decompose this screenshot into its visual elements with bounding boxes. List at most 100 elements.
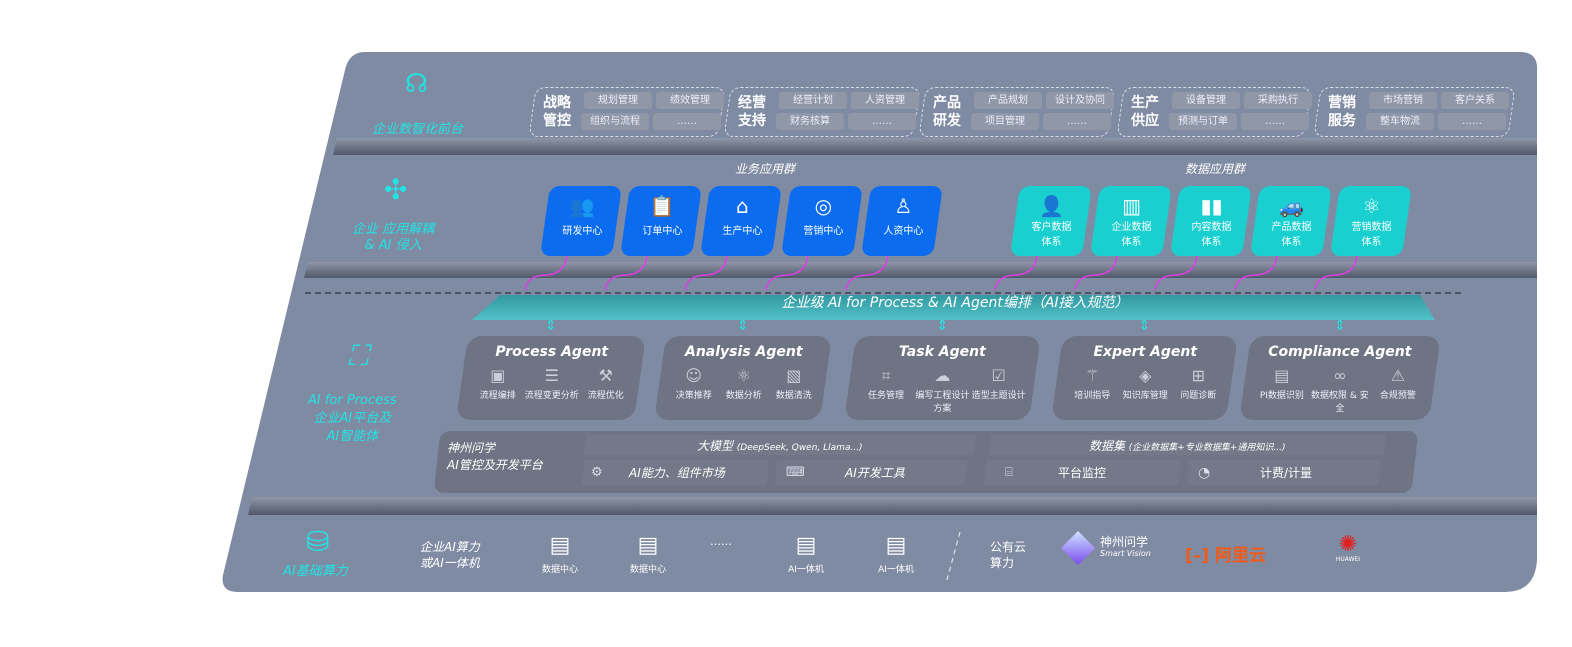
agent-card[interactable]: Process Agent ▣ 流程编排 ☰ 流程变更分析 ⚒ 流程优化 <box>456 336 646 420</box>
chart-window-icon: ▣ <box>490 366 506 385</box>
capability-chip[interactable]: 绩效管理 <box>656 92 724 109</box>
capability-chip[interactable]: 规划管理 <box>584 92 652 109</box>
data-app-card[interactable]: 👤 客户数据 体系 <box>1010 186 1092 256</box>
group-title-line2: 研发 <box>933 113 961 129</box>
id-card-icon: ▤ <box>1274 366 1290 385</box>
ai-devtools-cell[interactable]: ⌨ AI开发工具 <box>774 460 968 485</box>
agent-card[interactable]: Compliance Agent ▤ PI数据识别 ∞ 数据权限 & 安全 ⚠ 合规预警 <box>1239 336 1441 420</box>
public-cloud-line1: 公有云 <box>990 540 1027 554</box>
capability-chip[interactable]: 整车物流 <box>1366 113 1434 130</box>
billing-cell[interactable]: ◔ 计费/计量 <box>1186 460 1382 485</box>
diamond-logo-icon <box>1061 531 1095 565</box>
database-icon: ⛁ <box>306 525 330 558</box>
data-app-card[interactable]: ⚛ 营销数据 体系 <box>1330 186 1412 256</box>
capability-chip[interactable]: 财务核算 <box>776 113 844 130</box>
market-icon: ⚙ <box>591 465 603 480</box>
agent-capability[interactable]: ☑ 造型主题设计 <box>971 366 1027 414</box>
agent-card[interactable]: Expert Agent ⚚ 培训指导 ◈ 知识库管理 ⊞ 问题诊断 <box>1051 336 1238 420</box>
data-app-card[interactable]: ▮▮ 内容数据 体系 <box>1170 186 1252 256</box>
server-label: AI一体机 <box>788 565 824 575</box>
capability-chip[interactable]: 预测与订单 <box>1169 113 1237 130</box>
agent-capability[interactable]: ⚠ 合规预警 <box>1369 366 1427 414</box>
link-arrow <box>1234 251 1278 291</box>
monitor-icon: ⌸ <box>1005 465 1013 480</box>
agent-capability[interactable]: ▤ PI数据识别 <box>1253 366 1311 414</box>
agent-capability[interactable]: ⚚ 培训指导 <box>1066 366 1119 401</box>
agent-capability[interactable]: ⌗ 任务管理 <box>858 366 914 414</box>
capability-chip[interactable]: …… <box>653 113 721 130</box>
link-arrow <box>1074 251 1118 291</box>
server-item: ▤ 数据中心 <box>618 533 678 575</box>
agent-capability[interactable]: ☰ 流程变更分析 <box>525 366 579 401</box>
books-icon: ▮▮ <box>1200 194 1223 218</box>
app-label-line1: 营销数据 <box>1351 222 1392 233</box>
capability-label: 编写工程设计方案 <box>915 391 970 414</box>
ai-market-cell[interactable]: ⚙ AI能力、组件市场 <box>581 460 770 485</box>
business-app-card[interactable]: ♙ 人资中心 <box>861 186 943 256</box>
capability-chip[interactable]: 组织与流程 <box>581 113 649 130</box>
group-title: 生产 供应 <box>1131 94 1165 130</box>
capability-label: 流程优化 <box>587 391 624 401</box>
agent-card[interactable]: Analysis Agent ☺ 决策推荐 ⚛ 数据分析 ▧ 数据清洗 <box>654 336 832 420</box>
group-title-line2: 服务 <box>1328 113 1356 129</box>
head-idea-icon: ☺ <box>685 366 703 385</box>
capability-chip[interactable]: …… <box>1438 113 1506 130</box>
aliyun-logo: [–] 阿里云 <box>1185 541 1266 566</box>
capability-chip[interactable]: …… <box>1043 113 1111 130</box>
agent-capability[interactable]: ⚒ 流程优化 <box>579 366 633 401</box>
public-cloud-label: 公有云 算力 <box>990 539 1026 571</box>
capability-label: 问题诊断 <box>1180 391 1217 401</box>
monitor-cell[interactable]: ⌸ 平台监控 <box>983 460 1182 485</box>
link-arrow <box>1154 251 1198 291</box>
toolbox-icon: ⚒ <box>598 366 613 385</box>
agent-capability[interactable]: ▧ 数据清洗 <box>769 366 819 401</box>
business-app-card[interactable]: ◎ 营销中心 <box>781 186 863 256</box>
capability-chip[interactable]: …… <box>1241 113 1309 130</box>
server-item: ▤ AI一体机 <box>776 533 836 575</box>
capability-chip[interactable]: 设计及协同 <box>1046 92 1114 109</box>
capability-label: 数据权限 & 安全 <box>1310 391 1369 414</box>
wand-icon: ⚚ <box>1085 366 1100 385</box>
llm-cell[interactable]: 大模型 (DeepSeek, Qwen, Llama...) <box>583 435 977 455</box>
link-arrow <box>684 251 728 291</box>
agent-card[interactable]: Task Agent ⌗ 任务管理 ☁ 编写工程设计方案 ☑ 造型主题设计 <box>844 336 1041 420</box>
dataset-label: 数据集 <box>1089 438 1126 453</box>
agent-capability[interactable]: ⚛ 数据分析 <box>719 366 769 401</box>
vendor-name: 神州问学 <box>1100 535 1149 549</box>
app-label-line1: 产品数据 <box>1271 222 1312 233</box>
server-label: AI一体机 <box>878 565 914 575</box>
app-label-line2: 体系 <box>1361 237 1382 248</box>
agent-capability[interactable]: ☺ 决策推荐 <box>669 366 719 401</box>
capability-chip[interactable]: 人资管理 <box>851 92 919 109</box>
agent-name: Process Agent <box>495 344 609 360</box>
dataset-cell[interactable]: 数据集 (企业数据集+专业数据集+通用知识...) <box>988 435 1387 455</box>
data-app-card[interactable]: 🚙 产品数据 体系 <box>1250 186 1332 256</box>
capability-chip[interactable]: 市场营销 <box>1369 92 1437 109</box>
capability-chip[interactable]: 设备管理 <box>1172 92 1240 109</box>
double-arrow-icon: ⇕ <box>936 318 949 334</box>
capability-chip[interactable]: 客户关系 <box>1441 92 1509 109</box>
double-arrow-icon: ⇕ <box>737 318 749 334</box>
platform-layer-label-line1: AI for Process <box>308 393 397 408</box>
data-clean-icon: ▧ <box>786 366 802 385</box>
agent-capability[interactable]: ◈ 知识库管理 <box>1119 366 1172 401</box>
platform-layer-label-line3: AI智能体 <box>326 429 379 444</box>
business-app-card[interactable]: ⌂ 生产中心 <box>700 186 782 256</box>
capability-chip[interactable]: 项目管理 <box>971 113 1039 130</box>
agent-capability[interactable]: ⊞ 问题诊断 <box>1172 366 1225 401</box>
group-title-line2: 供应 <box>1131 113 1159 129</box>
business-app-card[interactable]: 📋 订单中心 <box>620 186 702 256</box>
agent-capability[interactable]: ▣ 流程编排 <box>471 366 525 401</box>
capability-chip[interactable]: 产品规划 <box>974 92 1042 109</box>
app-label-line2: 体系 <box>1281 237 1302 248</box>
capability-chip[interactable]: 采购执行 <box>1244 92 1312 109</box>
agent-capability[interactable]: ☁ 编写工程设计方案 <box>914 366 970 414</box>
app-label-line2: 体系 <box>1041 237 1062 248</box>
data-app-card[interactable]: ▥ 企业数据 体系 <box>1090 186 1172 256</box>
agent-capability[interactable]: ∞ 数据权限 & 安全 <box>1311 366 1369 414</box>
enterprise-compute-line1: 企业AI算力 <box>420 540 480 554</box>
capability-chip[interactable]: 经营计划 <box>779 92 847 109</box>
monitor-label: 平台监控 <box>1057 466 1106 480</box>
business-app-card[interactable]: 👥 研发中心 <box>540 186 622 256</box>
capability-chip[interactable]: …… <box>848 113 916 130</box>
